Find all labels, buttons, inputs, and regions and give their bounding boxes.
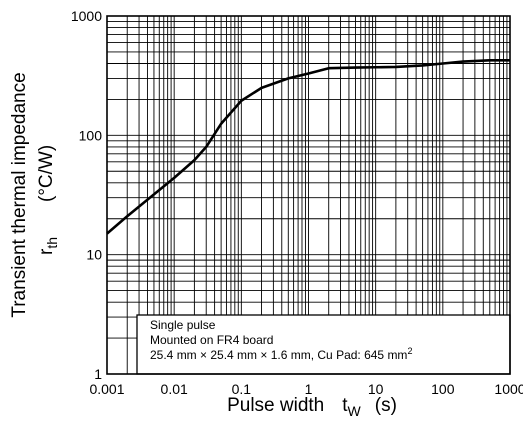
y-tick-label: 10	[86, 247, 102, 263]
x-tick-label: 1	[305, 381, 313, 397]
annotation: Single pulse Mounted on FR4 board 25.4 m…	[136, 314, 511, 375]
plot-frame	[106, 15, 511, 375]
annotation-line-1: Single pulse	[150, 318, 216, 332]
x-axis-title-main: Pulse width	[227, 395, 324, 416]
y-tick-label: 100	[79, 127, 103, 143]
x-axis-title: Pulse width tW (s)	[227, 395, 397, 419]
x-tick-label: 10	[368, 381, 384, 397]
y-axis-title: Transient thermal impedance	[9, 72, 30, 317]
annotation-line-2: Mounted on FR4 board	[150, 333, 273, 347]
series-line	[106, 59, 510, 235]
x-tick-label: 1000	[494, 381, 523, 397]
grid	[107, 16, 510, 374]
x-tick-label: 100	[431, 381, 455, 397]
x-tick-labels: 0.001 0.01 0.1 1 10 100 1000	[89, 381, 523, 397]
annotation-box	[136, 314, 511, 375]
y-axis-symbol-subscript: th	[44, 237, 60, 249]
y-axis-symbol: r	[36, 248, 57, 255]
annotation-line-3-superscript: 2	[407, 346, 412, 356]
x-axis-unit: (s)	[375, 395, 397, 416]
y-axis-unit: (°C/W)	[36, 145, 57, 202]
x-axis-symbol-subscript: W	[348, 403, 362, 419]
x-tick-label: 0.01	[161, 381, 188, 397]
y-tick-label: 1000	[71, 8, 102, 24]
x-axis-symbol: t	[342, 395, 348, 416]
y-tick-labels: 1 10 100 1000	[71, 8, 102, 382]
y-tick-label: 1	[94, 366, 102, 382]
annotation-line-3-text: 25.4 mm × 25.4 mm × 1.6 mm, Cu Pad: 645 …	[150, 348, 407, 362]
y-axis-symbol-group: rth	[36, 237, 60, 255]
x-tick-label: 0.001	[89, 381, 124, 397]
x-tick-label: 0.1	[232, 381, 252, 397]
annotation-line-3: 25.4 mm × 25.4 mm × 1.6 mm, Cu Pad: 645 …	[150, 346, 412, 362]
